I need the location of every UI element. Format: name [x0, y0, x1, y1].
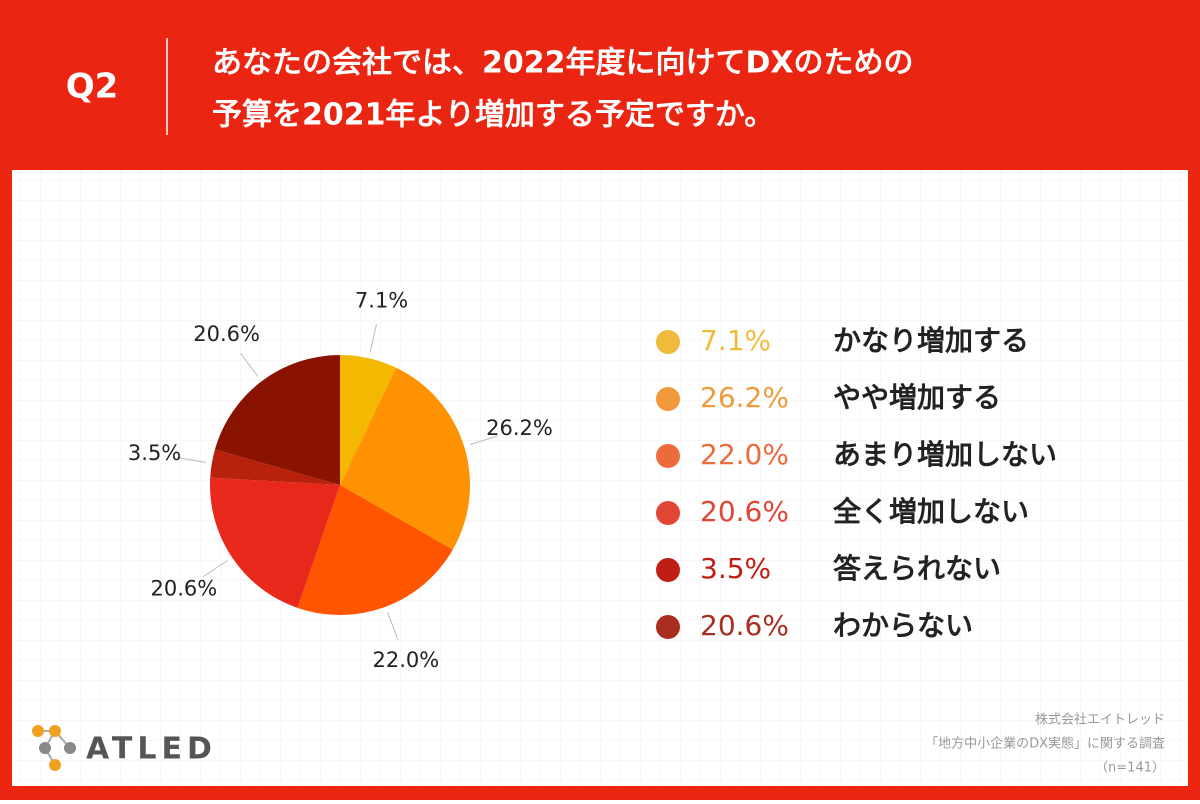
- leader-line: [387, 612, 399, 640]
- legend-dot: [656, 615, 680, 639]
- leader-line: [469, 435, 498, 446]
- title-line: 予算を2021年より増加する予定ですか。: [212, 98, 774, 133]
- leader-line: [202, 560, 228, 578]
- legend-label: かなり増加する: [833, 324, 1029, 357]
- data-label: 20.6%: [150, 577, 217, 601]
- legend-dot: [656, 501, 680, 525]
- logo-text: ATLED: [86, 732, 217, 767]
- legend-dot: [656, 330, 680, 354]
- logo-icon: [32, 725, 76, 771]
- legend-dot: [656, 387, 680, 411]
- pie-slice: [297, 485, 453, 615]
- legend-value: 3.5%: [700, 552, 771, 585]
- source-line: （n=141）: [1095, 761, 1165, 776]
- data-label: 22.0%: [373, 648, 440, 672]
- leader-line: [177, 457, 206, 463]
- legend-label: 答えられない: [833, 552, 1001, 585]
- pie-slice: [214, 355, 340, 485]
- leader-line: [369, 323, 377, 353]
- legend-value: 22.0%: [700, 438, 789, 471]
- legend-value: 7.1%: [700, 324, 771, 357]
- legend-label: 全く増加しない: [832, 495, 1029, 528]
- pie-slice: [210, 477, 340, 608]
- title-line: あなたの会社では、2022年度に向けてDXのための: [212, 46, 914, 81]
- question-number: Q2: [66, 67, 119, 107]
- data-label: 3.5%: [128, 441, 181, 465]
- pie-slice: [340, 367, 470, 550]
- data-label: 26.2%: [486, 416, 553, 440]
- legend-label: やや増加する: [833, 381, 1001, 414]
- legend-dot: [656, 444, 680, 468]
- data-label: 7.1%: [355, 289, 408, 313]
- legend-label: あまり増加しない: [833, 438, 1057, 471]
- legend-value: 26.2%: [700, 381, 789, 414]
- legend-label: わからない: [833, 609, 973, 642]
- legend-dot: [656, 558, 680, 582]
- legend-value: 20.6%: [700, 609, 789, 642]
- pie-slice: [210, 449, 340, 485]
- source-line: 「地方中小企業のDX実態」に関する調査: [925, 736, 1165, 752]
- panel-grid: [12, 170, 1188, 786]
- source-line: 株式会社エイトレッド: [1035, 712, 1165, 728]
- data-label: 20.6%: [193, 322, 260, 346]
- legend-value: 20.6%: [700, 495, 789, 528]
- pie-slice: [340, 355, 397, 485]
- leader-line: [240, 353, 259, 377]
